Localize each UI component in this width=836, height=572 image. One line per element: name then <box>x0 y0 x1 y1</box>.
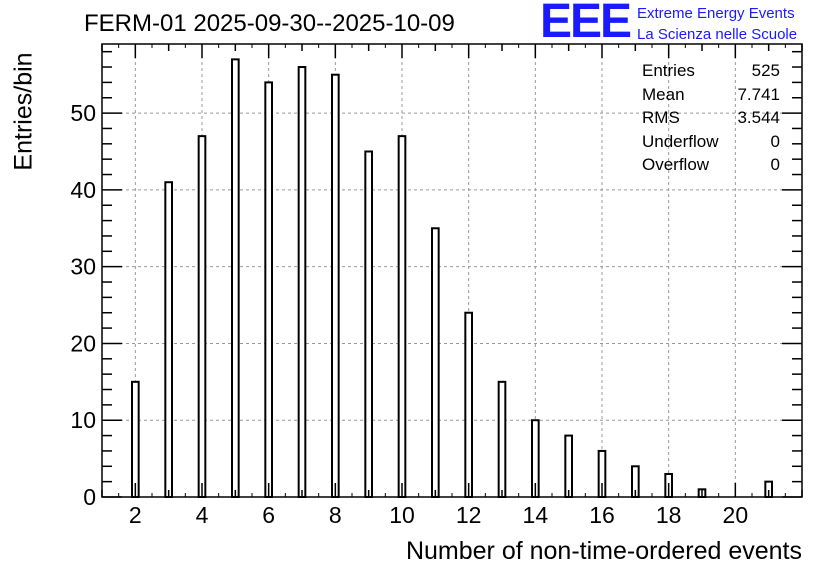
stats-value: 0 <box>770 131 780 151</box>
y-tick-label: 10 <box>70 407 96 433</box>
x-tick-label: 16 <box>589 502 615 528</box>
y-tick-label: 20 <box>70 330 96 356</box>
x-tick-label: 12 <box>456 502 482 528</box>
x-tick-label: 4 <box>196 502 209 528</box>
y-tick-label: 40 <box>70 177 96 203</box>
histogram-bar <box>497 380 507 498</box>
x-tick-label: 20 <box>723 502 749 528</box>
x-tick-label: 18 <box>656 502 682 528</box>
stats-row-entries: Entries 525 <box>642 59 780 83</box>
histogram-bar <box>464 311 474 498</box>
histogram-bar <box>364 150 374 499</box>
x-tick-label: 10 <box>389 502 415 528</box>
stats-label: Entries <box>642 61 695 80</box>
x-tick-label: 6 <box>262 502 275 528</box>
stats-row-overflow: Overflow 0 <box>642 153 780 177</box>
x-tick-label: 14 <box>523 502 549 528</box>
histogram-bar <box>297 66 307 498</box>
y-axis-label: Entries/bin <box>9 52 38 171</box>
stats-label: RMS <box>642 108 680 127</box>
histogram-bar <box>331 73 340 499</box>
histogram-bar <box>431 227 440 498</box>
stats-value: 7.741 <box>737 84 780 104</box>
histogram-bar <box>397 135 407 498</box>
histogram-bar <box>564 434 573 498</box>
x-axis-label: Number of non-time-ordered events <box>405 537 802 565</box>
stats-row-mean: Mean 7.741 <box>642 83 780 107</box>
stats-row-rms: RMS 3.544 <box>642 106 780 130</box>
stats-value: 3.544 <box>737 108 780 127</box>
histogram-bar <box>264 81 274 498</box>
stats-label: Underflow <box>642 131 719 151</box>
y-tick-label: 50 <box>70 100 96 126</box>
x-tick-label: 8 <box>329 502 342 528</box>
logo-line-1: Extreme Energy Events <box>637 5 795 22</box>
chart-title: FERM-01 2025-09-30--2025-10-09 <box>84 10 455 37</box>
histogram-bar <box>231 58 240 499</box>
stats-label: Mean <box>642 84 685 104</box>
logo-mark: EEE <box>540 0 632 48</box>
logo-line-2: La Scienza nelle Scuole <box>637 26 798 43</box>
stats-value: 0 <box>770 155 780 174</box>
histogram-bar <box>197 135 207 498</box>
x-tick-label: 2 <box>129 502 142 528</box>
y-tick-label: 30 <box>70 254 96 280</box>
stats-label: Overflow <box>642 155 710 174</box>
stats-value: 525 <box>751 61 780 80</box>
stats-row-underflow: Underflow 0 <box>642 130 780 154</box>
histogram-bar <box>131 380 140 498</box>
y-tick-label: 0 <box>83 484 96 510</box>
stats-box: Entries 525 Mean 7.741 RMS 3.544 Underfl… <box>642 59 780 177</box>
histogram-bar <box>164 181 173 498</box>
